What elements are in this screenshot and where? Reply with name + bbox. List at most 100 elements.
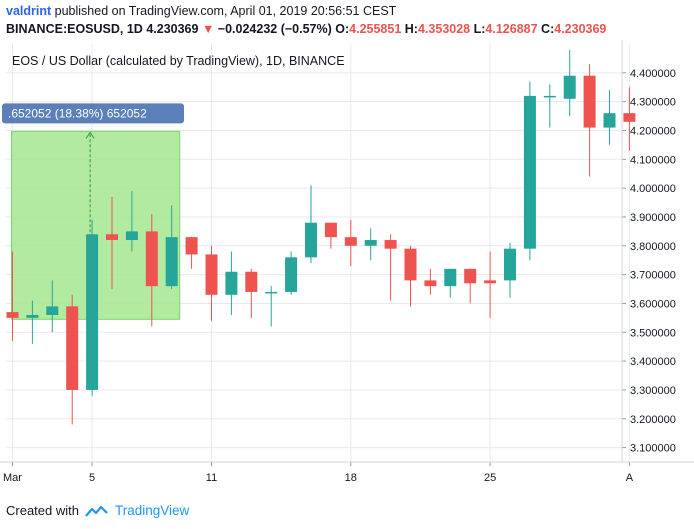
candle [543, 84, 556, 128]
x-tick-label: 25 [484, 472, 496, 484]
y-tick-label: 3.800000 [630, 241, 676, 253]
axes: 3.100000 3.200000 3.300000 3.400000 3.500000… [0, 40, 694, 484]
candles [6, 49, 636, 425]
x-tick-label: Mar [3, 472, 22, 484]
candle [185, 237, 198, 269]
chart-title: EOS / US Dollar (calculated by TradingVi… [12, 54, 345, 68]
candlestick-chart[interactable]: .652052 (18.38%) 652052 3.100000 3.200000… [0, 40, 694, 500]
candle-body [185, 237, 198, 255]
candle [364, 228, 377, 261]
price-change: −0.024232 (−0.57%) [217, 22, 332, 36]
range-measure-label-bg [2, 103, 184, 124]
candle-body [145, 231, 158, 287]
candle [265, 286, 278, 327]
high-label: H: [404, 22, 418, 36]
candle [484, 251, 497, 318]
range-measure-arrowhead [85, 131, 95, 139]
created-with-label: Created with [6, 503, 79, 518]
candle-body [364, 240, 377, 246]
close-value: 4.230369 [554, 22, 607, 36]
candle-body [523, 95, 536, 249]
x-tick-label: 18 [345, 472, 357, 484]
y-tick-label: 3.900000 [630, 212, 676, 224]
down-arrow-icon: ▼ [201, 22, 215, 36]
candle-body [583, 75, 596, 128]
symbol-name: BINANCE:EOSUSD, 1D [6, 22, 143, 36]
candle-body [623, 113, 636, 122]
candle-body [504, 248, 516, 281]
candle-body [86, 234, 99, 390]
candle [205, 245, 218, 321]
candle [344, 219, 357, 266]
last-price: 4.230369 [146, 22, 199, 36]
candle-body [66, 306, 79, 390]
candle [145, 214, 158, 327]
candle-body [165, 237, 178, 287]
candle-body [46, 306, 59, 315]
y-tick-label: 3.300000 [630, 385, 676, 397]
candle [384, 234, 397, 301]
candle [404, 245, 417, 307]
x-tick-label: 5 [89, 472, 95, 484]
candle [623, 87, 636, 151]
candle-body [6, 312, 19, 318]
candle [523, 81, 536, 261]
candle [225, 251, 238, 315]
y-tick-label: 4.100000 [630, 154, 676, 166]
y-tick-label: 3.700000 [630, 270, 676, 282]
candle-body [464, 268, 477, 284]
candle-body [444, 268, 457, 287]
candle-body [285, 257, 298, 292]
candle [603, 90, 616, 145]
y-tick-label: 4.200000 [630, 125, 676, 137]
y-tick-label: 3.200000 [630, 414, 676, 426]
y-tick-label: 3.500000 [630, 327, 676, 339]
high-value: 4.353028 [417, 22, 471, 36]
candle [165, 205, 178, 290]
close-label: C: [541, 22, 555, 36]
low-value: 4.126887 [485, 22, 538, 36]
tradingview-logo-icon [85, 505, 108, 517]
candle-body [26, 314, 39, 318]
candle-body [404, 248, 417, 281]
x-tick-label: 11 [206, 472, 217, 484]
candle-body [344, 237, 357, 246]
candle-body [603, 113, 616, 128]
candle [563, 49, 576, 117]
candle [245, 268, 258, 318]
candle [424, 268, 437, 295]
candle-body [125, 231, 138, 241]
candle-body [384, 240, 397, 249]
author-name[interactable]: valdrint [6, 4, 52, 18]
candle [66, 294, 79, 425]
candle-body [563, 75, 576, 99]
candle-body [225, 271, 238, 295]
candle-body [324, 222, 337, 238]
low-label: L: [473, 22, 486, 36]
range-measure-label: .652052 (18.38%) 652052 [8, 106, 147, 120]
open-label: O: [335, 22, 350, 36]
y-tick-label: 4.300000 [630, 97, 676, 109]
candle-body [305, 222, 317, 258]
open-value: 4.255851 [349, 22, 402, 36]
candle [305, 185, 317, 264]
candle [46, 280, 59, 333]
x-tick-label: A [626, 472, 634, 484]
candle-body [245, 271, 258, 292]
candle [125, 191, 138, 252]
candle [26, 300, 39, 344]
published-info: published on TradingView.com, April 01, … [54, 4, 397, 18]
candle [444, 268, 457, 298]
candle-body [424, 280, 437, 287]
candle [285, 251, 298, 295]
candle-body [106, 234, 118, 241]
tradingview-brand[interactable]: TradingView [114, 503, 190, 518]
candle-body [484, 280, 497, 284]
candle [6, 251, 19, 341]
symbol-info-line: BINANCE:EOSUSD, 1D 4.230369 ▼ −0.024232 … [6, 22, 606, 36]
y-tick-label: 4.000000 [630, 183, 676, 195]
y-tick-label: 4.400000 [630, 68, 676, 80]
candle-body [543, 95, 556, 98]
candle [504, 242, 516, 298]
candle [583, 64, 596, 177]
